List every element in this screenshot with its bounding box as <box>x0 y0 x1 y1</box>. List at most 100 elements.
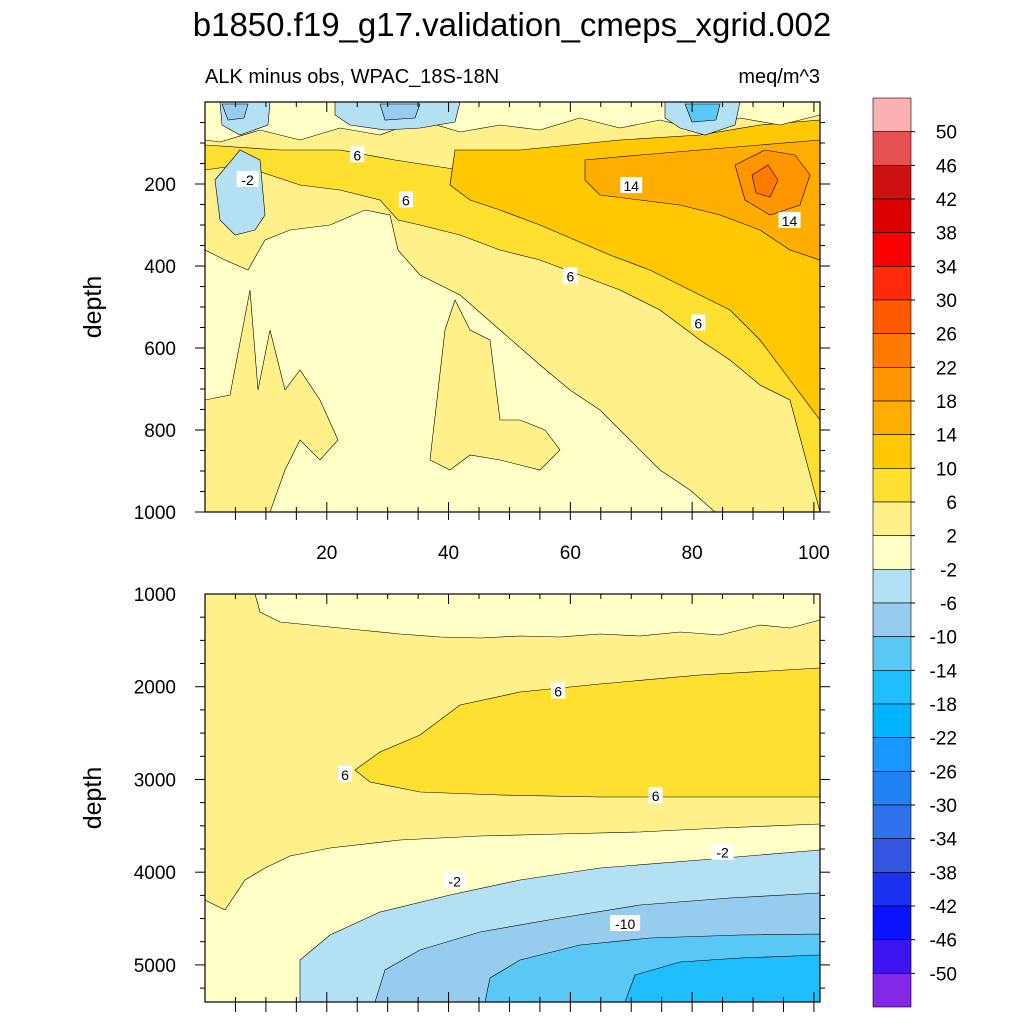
colorbar-swatch <box>872 165 912 200</box>
colorbar-swatch <box>872 198 912 233</box>
upper-region-mid-yellow <box>429 299 561 471</box>
contour-label-bg <box>338 765 353 782</box>
x-tick-label: 20 <box>316 543 337 564</box>
colorbar-swatch <box>872 400 912 435</box>
contour-label: 14 <box>782 213 798 229</box>
x-tick-label: 100 <box>798 543 830 564</box>
upper-blue-surface-6 <box>684 103 721 123</box>
chart-title: b1850.f19_g17.validation_cmeps_xgrid.002 <box>193 6 831 43</box>
colorbar-label: 18 <box>936 392 957 413</box>
contour-label: -2 <box>241 172 254 188</box>
contour-label: 14 <box>623 178 639 194</box>
colorbar-label: 38 <box>936 224 957 245</box>
upper-ylabel: depth <box>79 276 107 339</box>
colorbar-label: 10 <box>936 459 957 480</box>
colorbar-label: 34 <box>936 257 958 278</box>
contour-label-bg <box>711 843 734 860</box>
colorbar-swatch <box>872 97 912 132</box>
contour-label-bg <box>350 146 365 163</box>
contour-label: 6 <box>554 683 562 699</box>
colorbar-swatch <box>872 333 912 368</box>
y-tick-label: 2000 <box>134 678 176 699</box>
contour-label-bg <box>691 314 706 331</box>
colorbar-swatch <box>872 973 912 1008</box>
colorbar-swatch <box>872 737 912 772</box>
y-axes: 200 400 600 800 1000 1000 2000 3000 4000 5000 <box>134 122 830 989</box>
colorbar-label: 50 <box>936 123 957 144</box>
x-tick-label: 80 <box>682 543 703 564</box>
units-label: meq/m^3 <box>738 66 820 88</box>
colorbar-label: -26 <box>930 762 957 783</box>
contour-label: -10 <box>615 916 635 932</box>
lower-frame <box>204 593 821 1003</box>
colorbar-label: -18 <box>930 695 957 716</box>
colorbar-label: 26 <box>936 325 957 346</box>
colorbar-label: -50 <box>930 964 957 985</box>
colorbar-label: -46 <box>930 931 957 952</box>
lower-panel <box>204 593 821 1003</box>
upper-region-left-yellow <box>205 289 339 512</box>
colorbar-label: 42 <box>936 190 957 211</box>
colorbar-swatch <box>872 232 912 267</box>
colorbar-label: -30 <box>930 796 957 817</box>
colorbar-swatch <box>872 535 912 570</box>
colorbar-swatch <box>872 636 912 671</box>
contour-label-bg <box>236 170 259 187</box>
colorbar-label: -2 <box>940 560 957 581</box>
colorbar: 50 46 42 38 34 30 26 22 18 14 10 6 2 -2 -6 -10 -14 -18 -22… <box>872 97 958 1008</box>
contour-label-bg <box>443 872 466 889</box>
y-tick-label: 800 <box>144 421 176 442</box>
contour-label-bg <box>398 191 413 208</box>
contour-label-bg <box>778 211 801 228</box>
contour-label-bg <box>648 787 663 804</box>
colorbar-swatch <box>872 602 912 637</box>
colorbar-label: 6 <box>946 493 957 514</box>
y-tick-label: 4000 <box>134 863 176 884</box>
colorbar-swatch <box>872 434 912 469</box>
contour-label-bg <box>620 177 643 194</box>
y-tick-label: 5000 <box>134 956 176 977</box>
contour-label: 6 <box>566 268 574 284</box>
x-tick-label: 40 <box>438 543 459 564</box>
colorbar-swatch <box>872 501 912 536</box>
contour-label: 6 <box>402 192 410 208</box>
colorbar-swatch <box>872 468 912 503</box>
y-tick-label: 600 <box>144 339 176 360</box>
colorbar-label: 30 <box>936 291 957 312</box>
colorbar-label: -34 <box>930 830 958 851</box>
colorbar-label: -6 <box>940 594 957 615</box>
contour-label-bg <box>610 915 641 932</box>
contour-label-bg <box>563 267 578 284</box>
colorbar-label: -22 <box>930 729 957 750</box>
colorbar-swatch <box>872 131 912 166</box>
colorbar-label: -14 <box>930 661 958 682</box>
colorbar-label: -38 <box>930 863 957 884</box>
contour-label: 6 <box>341 767 349 783</box>
contour-label-bg <box>551 682 566 699</box>
colorbar-label: 22 <box>936 358 957 379</box>
contour-label: -2 <box>448 873 461 889</box>
y-tick-label: 3000 <box>134 770 176 791</box>
contour-label: 6 <box>652 788 660 804</box>
lower-ylabel: depth <box>79 767 107 830</box>
upper-panel <box>204 101 821 513</box>
colorbar-label: -10 <box>930 628 957 649</box>
colorbar-label: -42 <box>930 897 957 918</box>
x-axis: 20 40 60 80 100 <box>234 102 830 1012</box>
colorbar-swatch <box>872 905 912 940</box>
contour-label: 6 <box>353 147 361 163</box>
colorbar-swatch <box>872 299 912 334</box>
contour-labels: 6 -2 6 14 14 6 6 6 6 6 -2 -2 -10 <box>236 146 801 932</box>
upper-blue-surface-4 <box>221 103 249 121</box>
colorbar-label: 2 <box>946 527 957 548</box>
contour-label: -2 <box>716 845 729 861</box>
lower-region-blue-4 <box>624 954 820 1002</box>
colorbar-label: 14 <box>936 426 958 447</box>
colorbar-label: 46 <box>936 156 957 177</box>
colorbar-swatch <box>872 266 912 301</box>
colorbar-swatch <box>872 838 912 873</box>
colorbar-swatch <box>872 872 912 907</box>
variable-label: ALK minus obs, WPAC_18S-18N <box>205 66 499 88</box>
colorbar-swatch <box>872 670 912 705</box>
